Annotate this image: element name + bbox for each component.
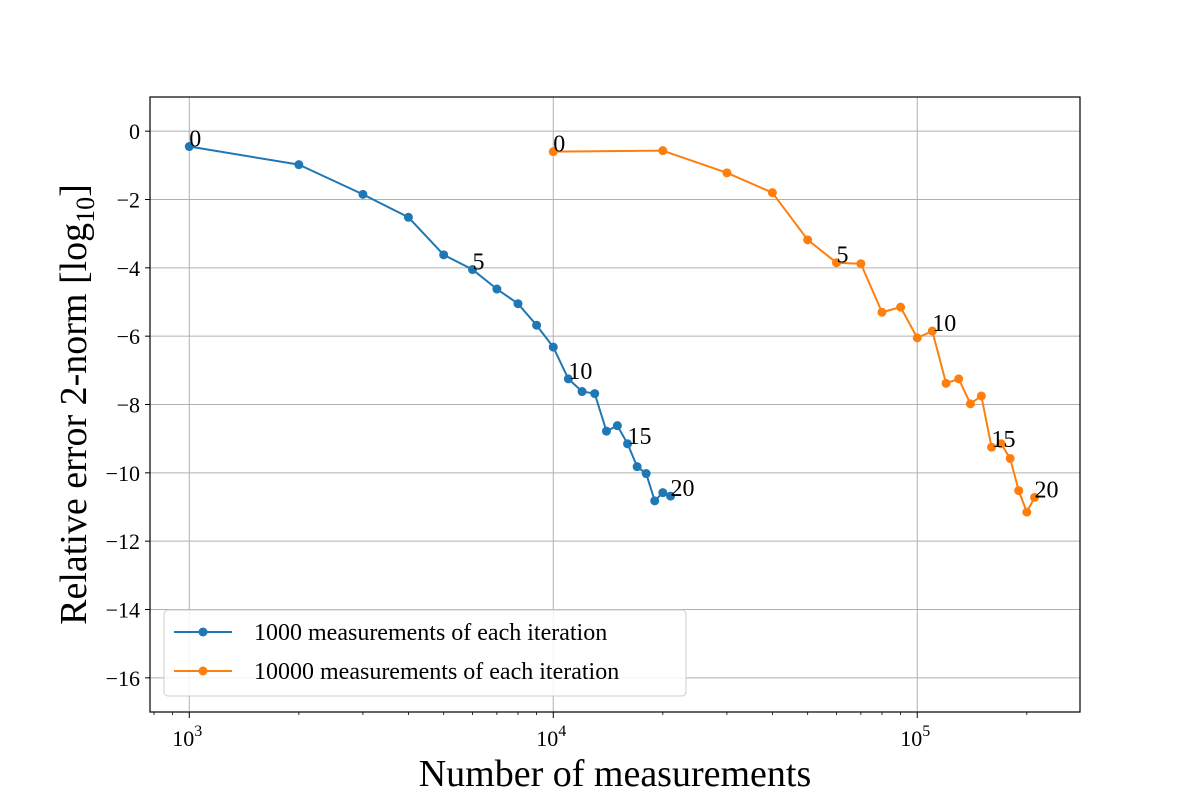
data-point bbox=[927, 326, 937, 336]
data-point bbox=[941, 378, 951, 388]
data-point bbox=[623, 439, 633, 449]
data-point bbox=[912, 333, 922, 343]
data-point bbox=[803, 235, 813, 245]
y-tick-label: −12 bbox=[106, 529, 140, 554]
legend-label: 10000 measurements of each iteration bbox=[254, 659, 619, 685]
data-point bbox=[468, 265, 478, 275]
series-layer bbox=[184, 142, 1040, 517]
data-point bbox=[976, 391, 986, 401]
data-point bbox=[513, 299, 523, 309]
y-tick-label: 0 bbox=[129, 119, 140, 144]
data-point bbox=[358, 189, 368, 199]
data-point bbox=[658, 488, 668, 498]
data-point bbox=[641, 469, 651, 479]
y-tick-label: −16 bbox=[106, 666, 140, 691]
data-point bbox=[1030, 492, 1040, 502]
y-axis-title: Relative error 2-norm [log10] bbox=[53, 184, 100, 625]
series-1 bbox=[184, 142, 676, 506]
point-annotation: 10 bbox=[568, 359, 592, 385]
data-point bbox=[658, 146, 668, 156]
point-annotation: 10 bbox=[932, 311, 956, 337]
series-line bbox=[553, 149, 1036, 514]
data-point bbox=[1014, 486, 1024, 496]
data-point bbox=[1022, 507, 1032, 517]
data-point bbox=[590, 389, 600, 399]
x-tick-label: 104 bbox=[536, 723, 566, 751]
data-point bbox=[601, 426, 611, 436]
y-tick-label: −6 bbox=[117, 324, 140, 349]
point-annotation: 20 bbox=[671, 476, 695, 502]
y-axis-title-suffix: ] bbox=[53, 184, 95, 197]
data-point bbox=[831, 258, 841, 268]
point-annotation: 0 bbox=[553, 132, 565, 158]
data-point bbox=[987, 442, 997, 452]
point-annotation: 5 bbox=[836, 243, 848, 269]
point-annotation: 5 bbox=[473, 250, 485, 276]
x-tick-label: 105 bbox=[900, 723, 930, 751]
legend-marker bbox=[198, 627, 208, 637]
legend: 1000 measurements of each iteration 10000… bbox=[163, 609, 687, 697]
legend-entries: 1000 measurements of each iteration 10000… bbox=[174, 620, 619, 685]
legend-marker bbox=[198, 666, 208, 676]
data-point bbox=[767, 188, 777, 198]
data-point bbox=[577, 387, 587, 397]
legend-entry-1: 1000 measurements of each iteration bbox=[174, 620, 607, 646]
legend-entry-2: 10000 measurements of each iteration bbox=[174, 659, 619, 685]
data-point bbox=[403, 212, 413, 222]
data-point bbox=[1005, 453, 1015, 463]
point-annotation: 15 bbox=[628, 424, 652, 450]
point-annotation: 20 bbox=[1035, 477, 1059, 503]
data-point bbox=[650, 496, 660, 506]
y-axis-title-main: Relative error 2-norm [log bbox=[53, 223, 95, 625]
series-2 bbox=[548, 146, 1040, 517]
y-axis-title-subscript: 10 bbox=[71, 197, 100, 223]
data-point bbox=[184, 142, 194, 152]
y-tick-label: −8 bbox=[117, 393, 140, 418]
data-point bbox=[492, 284, 502, 294]
data-point bbox=[532, 320, 542, 330]
data-point bbox=[896, 302, 906, 312]
y-tick-label: −2 bbox=[117, 188, 140, 213]
point-annotation: 0 bbox=[189, 127, 201, 153]
annotations: 0 5 10 15 20 0 5 10 15 20 bbox=[189, 127, 1058, 504]
data-point bbox=[877, 307, 887, 317]
data-point bbox=[548, 342, 558, 352]
data-point bbox=[439, 250, 449, 260]
legend-box bbox=[163, 609, 687, 697]
data-point bbox=[954, 374, 964, 384]
x-axis-title: Number of measurements bbox=[419, 753, 812, 795]
y-tick-label: −4 bbox=[117, 256, 140, 281]
data-point bbox=[563, 374, 573, 384]
data-point bbox=[856, 259, 866, 269]
data-point bbox=[996, 439, 1006, 449]
legend-label: 1000 measurements of each iteration bbox=[254, 620, 607, 646]
data-point bbox=[294, 160, 304, 170]
data-point bbox=[632, 462, 642, 472]
data-point bbox=[722, 168, 732, 178]
x-tick-label: 103 bbox=[172, 723, 202, 751]
data-point bbox=[965, 399, 975, 409]
data-point bbox=[548, 147, 558, 157]
data-point bbox=[612, 421, 622, 431]
point-annotation: 15 bbox=[992, 427, 1016, 453]
y-tick-label: −10 bbox=[106, 461, 140, 486]
y-tick-label: −14 bbox=[106, 598, 140, 623]
data-point bbox=[666, 491, 676, 501]
